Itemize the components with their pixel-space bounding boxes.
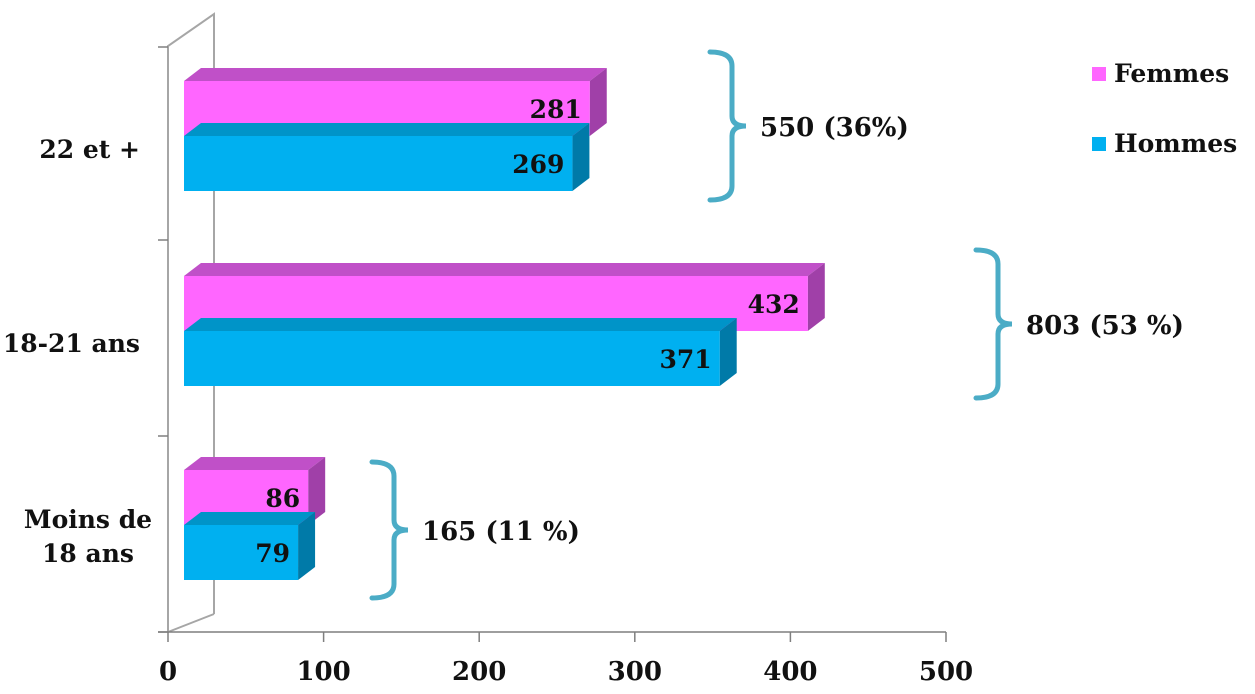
floor-edge: [167, 613, 215, 633]
femmes-bar-side: [308, 457, 326, 525]
x-tick-label: 100: [296, 657, 350, 687]
x-tick-label: 200: [452, 657, 506, 687]
legend-label: Hommes: [1114, 129, 1237, 158]
x-tick-label: 0: [159, 657, 177, 687]
hommes-bar: [184, 525, 299, 580]
x-tick-label: 300: [608, 657, 662, 687]
legend-swatch: [1092, 137, 1106, 151]
femmes-bar-top: [184, 457, 326, 470]
group-total-label: 803 (53 %): [1026, 311, 1184, 341]
hommes-bar-top: [184, 123, 590, 136]
group-bracket: [369, 459, 409, 601]
group-total-label: 550 (36%): [760, 113, 909, 143]
x-tick-label: 500: [919, 657, 973, 687]
femmes-value-label: 432: [748, 290, 800, 319]
legend-swatch: [1092, 67, 1106, 81]
category-label: Moins de 18 ans: [24, 505, 152, 568]
legend-label: Femmes: [1114, 59, 1229, 88]
category-label: 22 et +: [39, 135, 140, 164]
femmes-bar-side: [589, 68, 607, 136]
femmes-bar-side: [807, 263, 825, 331]
group-total-label: 165 (11 %): [422, 517, 580, 547]
hommes-bar-top: [184, 512, 316, 525]
hommes-value-label: 371: [660, 345, 712, 374]
x-tick-label: 400: [763, 657, 817, 687]
group-bracket: [707, 49, 747, 203]
hommes-value-label: 269: [512, 150, 564, 179]
hommes-bar-top: [184, 318, 737, 331]
hommes-bar-side: [719, 318, 737, 386]
hommes-bar: [184, 136, 573, 191]
hommes-bar-side: [298, 512, 316, 580]
femmes-value-label: 86: [265, 484, 300, 513]
group-bracket: [973, 247, 1013, 401]
hommes-bar: [184, 331, 720, 386]
hommes-bar-side: [572, 123, 590, 191]
hommes-value-label: 79: [255, 539, 290, 568]
femmes-bar-top: [184, 68, 607, 81]
femmes-bar-top: [184, 263, 825, 276]
category-label: 18-21 ans: [3, 329, 140, 358]
femmes-value-label: 281: [530, 95, 582, 124]
